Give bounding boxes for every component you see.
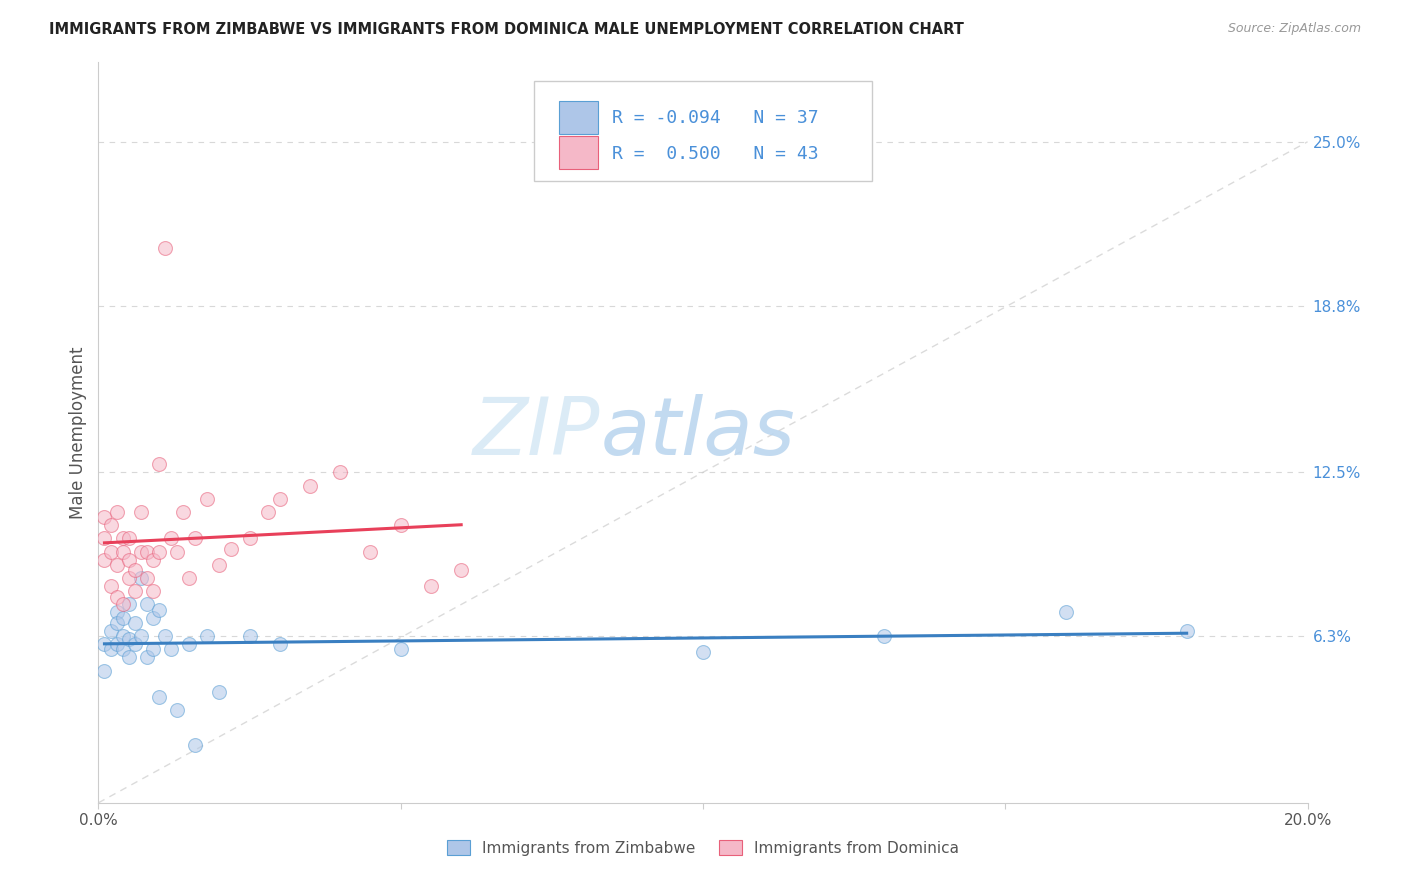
FancyBboxPatch shape — [560, 136, 598, 169]
Point — [129, 544, 152, 558]
Point — [111, 544, 134, 558]
Point — [389, 518, 412, 533]
FancyBboxPatch shape — [534, 81, 872, 181]
Point — [142, 584, 165, 599]
Point — [105, 505, 128, 519]
Point — [100, 544, 122, 558]
Point — [269, 491, 291, 506]
Point — [873, 629, 896, 643]
Point — [105, 558, 128, 572]
Point — [118, 598, 141, 612]
Point — [166, 544, 188, 558]
Point — [160, 642, 183, 657]
Point — [129, 505, 152, 519]
Point — [148, 690, 170, 704]
Point — [111, 532, 134, 546]
Point — [124, 615, 146, 630]
Point — [142, 610, 165, 624]
Point — [111, 629, 134, 643]
Text: R =  0.500   N = 43: R = 0.500 N = 43 — [613, 145, 818, 162]
Point — [111, 610, 134, 624]
Point — [100, 579, 122, 593]
Point — [93, 664, 115, 678]
Point — [269, 637, 291, 651]
Point — [184, 532, 207, 546]
Point — [93, 510, 115, 524]
Point — [166, 703, 188, 717]
Point — [142, 642, 165, 657]
Text: ZIP: ZIP — [472, 393, 600, 472]
FancyBboxPatch shape — [560, 101, 598, 134]
Point — [360, 544, 382, 558]
Point — [184, 738, 207, 752]
Point — [420, 579, 443, 593]
Text: R = -0.094   N = 37: R = -0.094 N = 37 — [613, 109, 818, 127]
Point — [153, 241, 176, 255]
Point — [135, 598, 157, 612]
Point — [124, 637, 146, 651]
Point — [105, 615, 128, 630]
Point — [105, 606, 128, 620]
Point — [118, 571, 141, 585]
Point — [142, 552, 165, 566]
Point — [208, 685, 231, 699]
Point — [100, 642, 122, 657]
Point — [299, 478, 322, 492]
Point — [111, 642, 134, 657]
Point — [118, 532, 141, 546]
Point — [129, 571, 152, 585]
Point — [1175, 624, 1198, 638]
Point — [93, 637, 115, 651]
Point — [195, 629, 218, 643]
Point — [100, 624, 122, 638]
Point — [93, 552, 115, 566]
Point — [129, 629, 152, 643]
Point — [1054, 606, 1077, 620]
Point — [239, 532, 262, 546]
Point — [692, 645, 714, 659]
Point — [256, 505, 278, 519]
Point — [179, 571, 201, 585]
Text: atlas: atlas — [600, 393, 794, 472]
Point — [111, 598, 134, 612]
Point — [118, 552, 141, 566]
Point — [93, 532, 115, 546]
Point — [135, 544, 157, 558]
Point — [172, 505, 194, 519]
Y-axis label: Male Unemployment: Male Unemployment — [69, 346, 87, 519]
Point — [148, 458, 170, 472]
Point — [118, 650, 141, 665]
Point — [148, 603, 170, 617]
Point — [450, 563, 472, 577]
Point — [135, 650, 157, 665]
Point — [153, 629, 176, 643]
Point — [221, 541, 243, 556]
Point — [105, 637, 128, 651]
Point — [179, 637, 201, 651]
Text: Source: ZipAtlas.com: Source: ZipAtlas.com — [1227, 22, 1361, 36]
Point — [239, 629, 262, 643]
Point — [124, 563, 146, 577]
Point — [135, 571, 157, 585]
Point — [100, 518, 122, 533]
Point — [208, 558, 231, 572]
Point — [118, 632, 141, 646]
Point — [329, 465, 352, 479]
Point — [195, 491, 218, 506]
Point — [124, 584, 146, 599]
Point — [389, 642, 412, 657]
Point — [105, 590, 128, 604]
Point — [148, 544, 170, 558]
Point — [160, 532, 183, 546]
Text: IMMIGRANTS FROM ZIMBABWE VS IMMIGRANTS FROM DOMINICA MALE UNEMPLOYMENT CORRELATI: IMMIGRANTS FROM ZIMBABWE VS IMMIGRANTS F… — [49, 22, 965, 37]
Legend: Immigrants from Zimbabwe, Immigrants from Dominica: Immigrants from Zimbabwe, Immigrants fro… — [441, 834, 965, 862]
